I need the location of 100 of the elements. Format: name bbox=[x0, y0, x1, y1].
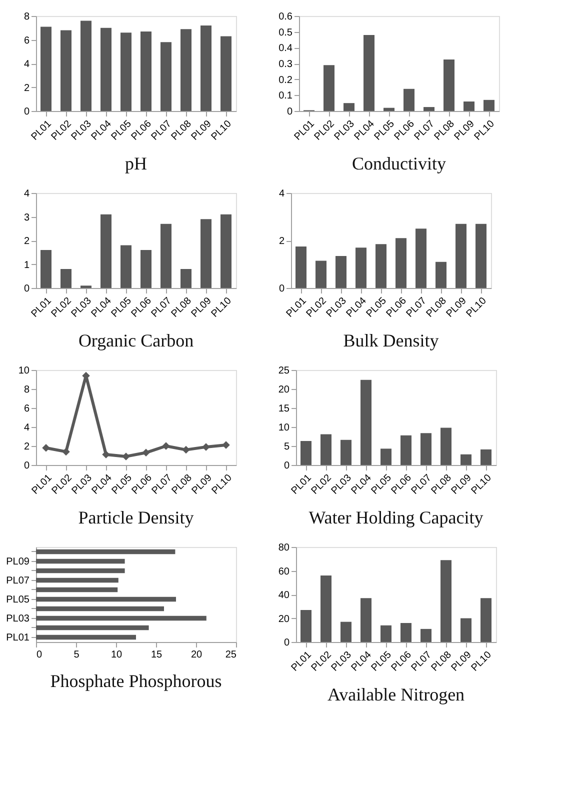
bar bbox=[316, 260, 326, 288]
bar bbox=[340, 440, 352, 465]
point bbox=[62, 448, 70, 456]
bar bbox=[420, 433, 432, 465]
text: Phosphate Phosphorous bbox=[50, 671, 222, 691]
y-tick-label: 0 bbox=[24, 460, 30, 472]
y-tick-label: 0 bbox=[278, 284, 285, 294]
bar bbox=[140, 31, 152, 111]
bar bbox=[160, 224, 172, 288]
bar bbox=[444, 60, 454, 111]
y-tick-label: 1 bbox=[24, 260, 30, 271]
bar bbox=[484, 100, 494, 111]
text: Bulk Density bbox=[343, 330, 439, 351]
bar bbox=[460, 618, 472, 642]
bar bbox=[36, 634, 136, 640]
bar bbox=[40, 26, 52, 111]
y-tick-label: 20 bbox=[278, 384, 290, 396]
text: pH bbox=[125, 154, 147, 174]
y-tick-label: 0.4 bbox=[278, 43, 293, 54]
bar bbox=[36, 606, 164, 612]
bar bbox=[36, 625, 149, 630]
y-tick-label: 10 bbox=[278, 422, 290, 434]
bar bbox=[376, 244, 386, 288]
bar bbox=[296, 246, 306, 288]
y-tick-label: 60 bbox=[278, 566, 290, 578]
y-tick-label: 0.3 bbox=[278, 59, 293, 70]
y-tick-label: PL09 bbox=[6, 556, 30, 568]
y-tick-label: 20 bbox=[278, 614, 290, 625]
bar bbox=[60, 269, 72, 288]
bar bbox=[320, 434, 332, 465]
bar bbox=[200, 219, 212, 288]
y-tick-label: 10 bbox=[18, 366, 30, 376]
bar bbox=[324, 65, 334, 111]
bar bbox=[220, 36, 232, 111]
bar bbox=[384, 108, 394, 111]
y-tick-label: 2 bbox=[24, 442, 30, 452]
bar bbox=[336, 256, 346, 288]
y-tick-label: PL07 bbox=[6, 575, 30, 586]
y-tick-label: 0 bbox=[286, 106, 293, 118]
bar bbox=[36, 558, 125, 564]
bar bbox=[60, 30, 72, 111]
bar bbox=[360, 380, 372, 465]
bar bbox=[340, 622, 352, 642]
bar bbox=[140, 250, 152, 288]
point bbox=[122, 452, 130, 460]
bar bbox=[464, 102, 474, 111]
bar bbox=[344, 103, 354, 111]
bar bbox=[380, 625, 392, 642]
y-tick-label: 5 bbox=[284, 442, 290, 452]
y-tick-label: 15 bbox=[278, 404, 290, 414]
bar bbox=[200, 26, 212, 111]
point bbox=[222, 441, 230, 449]
y-tick-label: 4 bbox=[24, 59, 30, 70]
y-tick-label: 0.2 bbox=[278, 74, 293, 86]
bar bbox=[36, 578, 118, 583]
point bbox=[202, 443, 210, 451]
bar bbox=[300, 441, 312, 465]
bar bbox=[360, 598, 372, 642]
bar bbox=[36, 549, 176, 554]
text: Available Nitrogen bbox=[327, 684, 465, 705]
y-tick-label: 3 bbox=[24, 212, 30, 224]
y-tick-label: 2 bbox=[278, 236, 285, 247]
text: Water Holding Capacity bbox=[308, 508, 484, 528]
text: Conductivity bbox=[352, 154, 446, 174]
y-tick-label: 80 bbox=[278, 542, 290, 554]
y-tick-label: 6 bbox=[24, 35, 30, 46]
y-tick-label: 8 bbox=[24, 384, 30, 396]
point bbox=[182, 446, 190, 454]
bar bbox=[320, 576, 332, 642]
bar bbox=[476, 224, 486, 288]
y-tick-label: 0 bbox=[284, 460, 290, 472]
bar bbox=[364, 35, 374, 111]
bar bbox=[396, 238, 406, 288]
bar bbox=[120, 245, 132, 288]
y-tick-label: 8 bbox=[24, 12, 30, 22]
bar bbox=[220, 214, 232, 288]
y-tick-label: PL03 bbox=[6, 613, 30, 624]
bar bbox=[36, 616, 206, 621]
x-tick-label: 5 bbox=[74, 650, 80, 660]
x-tick-label: 25 bbox=[225, 650, 237, 660]
bar bbox=[416, 228, 426, 288]
bar bbox=[400, 435, 412, 465]
bar bbox=[480, 598, 492, 642]
bar bbox=[400, 623, 412, 642]
y-tick-label: PL01 bbox=[6, 632, 30, 644]
point bbox=[102, 450, 110, 458]
y-tick-label: 0.1 bbox=[278, 90, 293, 102]
y-tick-label: 4 bbox=[278, 188, 285, 200]
bar bbox=[36, 587, 118, 592]
bar bbox=[120, 32, 132, 111]
y-tick-label: 2 bbox=[24, 236, 30, 247]
bar bbox=[420, 628, 432, 642]
x-tick-label: 15 bbox=[150, 650, 162, 660]
y-tick-label: 2 bbox=[24, 82, 30, 94]
bar bbox=[436, 262, 446, 288]
bar bbox=[160, 42, 172, 111]
y-tick-label: 0.5 bbox=[278, 27, 293, 38]
bar bbox=[456, 224, 466, 288]
y-tick-label: 0 bbox=[24, 106, 30, 118]
bar bbox=[36, 568, 125, 574]
